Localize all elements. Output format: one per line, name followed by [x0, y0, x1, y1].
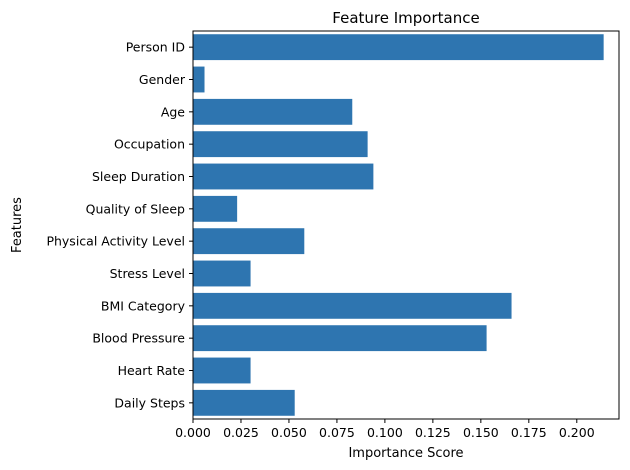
x-tick-label: 0.125 — [415, 425, 451, 440]
bar-person-id — [193, 34, 604, 61]
y-tick-label: Quality of Sleep — [86, 201, 185, 216]
y-tick-label: Occupation — [114, 137, 185, 152]
y-tick-label: Heart Rate — [118, 363, 186, 378]
y-tick-label: Gender — [139, 72, 186, 87]
x-tick-label: 0.050 — [271, 425, 307, 440]
x-axis-label: Importance Score — [348, 446, 463, 461]
x-axis-ticks: 0.000 0.025 0.050 0.075 0.100 0.125 0.150 0.175… — [175, 419, 595, 440]
bars-group — [193, 34, 604, 416]
y-tick-label: Sleep Duration — [92, 169, 185, 184]
bar-daily-steps — [193, 389, 295, 416]
x-tick-label: 0.150 — [463, 425, 499, 440]
x-tick-label: 0.100 — [367, 425, 403, 440]
bar-occupation — [193, 131, 368, 158]
y-tick-label: Stress Level — [110, 266, 185, 281]
bar-gender — [193, 66, 205, 93]
bar-physical-activity-level — [193, 228, 305, 255]
y-tick-label: Daily Steps — [114, 395, 185, 410]
x-tick-label: 0.075 — [319, 425, 355, 440]
y-tick-label: Person ID — [126, 40, 185, 55]
bar-sleep-duration — [193, 163, 374, 190]
y-tick-label: Age — [161, 104, 185, 119]
plot-frame — [192, 30, 620, 420]
bar-bmi-category — [193, 292, 512, 319]
bar-heart-rate — [193, 357, 251, 384]
bar-blood-pressure — [193, 325, 487, 352]
x-tick-label: 0.000 — [175, 425, 211, 440]
y-axis-label: Features — [10, 197, 25, 253]
x-tick-label: 0.175 — [511, 425, 547, 440]
y-tick-label: Blood Pressure — [92, 331, 185, 346]
y-tick-label: Physical Activity Level — [46, 234, 185, 249]
x-tick-label: 0.025 — [223, 425, 259, 440]
chart-title: Feature Importance — [332, 9, 479, 27]
x-tick-label: 0.200 — [559, 425, 595, 440]
bar-quality-of-sleep — [193, 195, 238, 222]
y-axis-ticks: Person ID Gender Age Occupation Sleep Durati… — [46, 40, 193, 410]
y-tick-label: BMI Category — [101, 298, 186, 313]
bar-stress-level — [193, 260, 251, 287]
bar-age — [193, 98, 353, 125]
